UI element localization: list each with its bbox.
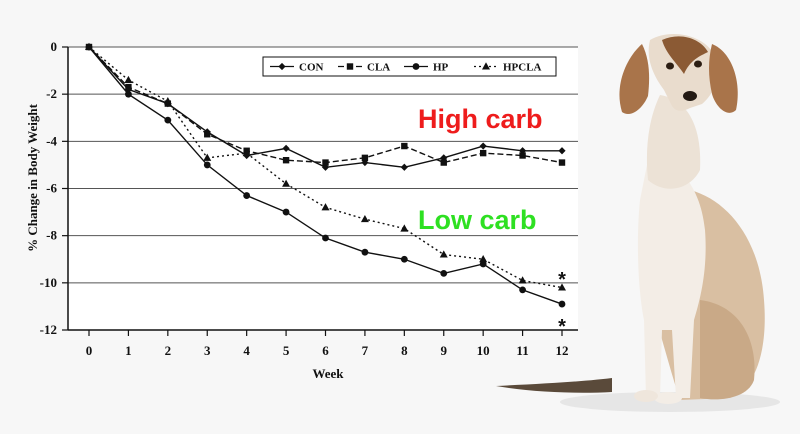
data-point-hpcla [360, 214, 369, 223]
x-tick-label: 11 [516, 343, 528, 358]
data-point-cla [204, 131, 211, 138]
x-tick-label: 10 [477, 343, 490, 358]
x-tick-label: 12 [556, 343, 569, 358]
series-hp [85, 43, 566, 308]
data-point-cla [282, 157, 290, 164]
x-axis-title: Week [312, 366, 344, 381]
data-point-hpcla [282, 179, 291, 187]
data-point-hpcla [203, 153, 212, 161]
data-point-con [479, 142, 487, 150]
legend-marker-con [278, 62, 286, 71]
x-tick-label: 2 [165, 343, 172, 358]
data-point-hp [400, 255, 408, 263]
data-point-hpcla [321, 203, 330, 211]
x-tick-label: 3 [204, 343, 211, 358]
data-point-hp [519, 286, 526, 294]
legend-marker-cla [346, 63, 354, 70]
data-point-hpcla [124, 75, 133, 84]
y-tick-label: -12 [40, 322, 57, 337]
x-tick-label: 9 [441, 343, 448, 358]
x-tick-label: 5 [283, 343, 290, 358]
data-point-hp [361, 248, 369, 256]
data-point-hp [322, 234, 329, 242]
y-tick-label: -10 [40, 275, 57, 290]
x-tick-label: 1 [125, 343, 132, 358]
x-tick-label: 4 [243, 343, 250, 358]
legend-label-cla: CLA [367, 62, 390, 74]
legend-marker-hp [412, 63, 420, 70]
data-point-cla [361, 154, 369, 162]
data-point-con [282, 144, 290, 153]
significance-star-hp: * [558, 316, 566, 338]
legend: CON CLA HP HPCLA [262, 56, 557, 77]
data-point-cla [125, 83, 132, 91]
x-tick-label: 8 [401, 343, 408, 358]
data-point-hpcla [439, 250, 448, 258]
y-tick-label: -6 [46, 181, 57, 196]
legend-marker-hpcla [482, 62, 490, 70]
data-point-cla [558, 159, 566, 166]
data-point-hpcla [242, 148, 251, 157]
data-point-hpcla [163, 97, 172, 105]
data-point-hp [479, 260, 487, 268]
legend-label-hp: HP [433, 62, 449, 74]
data-point-hp [440, 270, 448, 277]
data-point-hp [203, 161, 211, 169]
y-axis-title: % Change in Body Weight [25, 103, 40, 252]
x-tick-label: 0 [86, 343, 93, 358]
significance-star-hpcla: * [558, 269, 566, 291]
x-tick-label: 6 [322, 343, 329, 358]
data-point-hpcla [400, 224, 409, 232]
data-point-cla [479, 149, 487, 157]
legend-label-con: CON [299, 62, 324, 74]
y-tick-label: 0 [51, 39, 58, 54]
y-tick-label: -8 [46, 228, 57, 243]
data-point-cla [322, 159, 329, 166]
y-tick-label: -2 [46, 86, 57, 101]
data-point-hpcla [518, 276, 527, 284]
high-carb-label: High carb [418, 104, 543, 134]
gridlines [68, 46, 578, 284]
series-hpcla [85, 42, 566, 291]
data-point-con [558, 147, 566, 155]
data-point-cla [401, 142, 408, 150]
data-point-cla [519, 152, 526, 159]
data-point-cla [440, 159, 447, 166]
x-tick-label: 7 [362, 343, 369, 358]
legend-label-hpcla: HPCLA [503, 62, 542, 74]
data-point-hpcla [558, 283, 566, 291]
low-carb-label: Low carb [418, 205, 537, 235]
data-point-hp [164, 116, 172, 124]
data-point-hp [282, 208, 290, 216]
data-point-hp [125, 90, 132, 98]
saluki-dog-icon [496, 34, 780, 412]
data-point-hp [558, 300, 566, 308]
y-tick-label: -4 [46, 133, 57, 148]
data-point-hpcla [479, 255, 488, 263]
data-point-hp [243, 192, 251, 199]
data-point-hpcla [85, 42, 93, 50]
data-point-con [400, 163, 408, 171]
